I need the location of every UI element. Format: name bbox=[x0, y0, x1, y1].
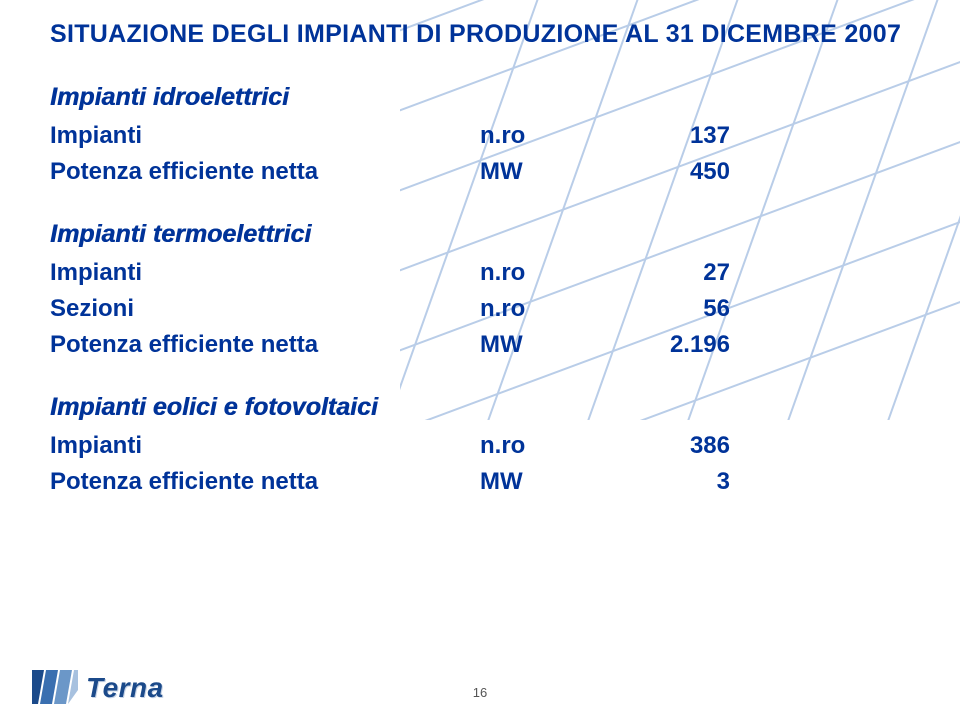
row-label: Impianti bbox=[50, 122, 480, 150]
data-row: Impiantin.ro137 bbox=[50, 122, 910, 150]
section: Impianti idroelettrici Impiantin.ro137 Pot… bbox=[50, 83, 910, 186]
terna-logo-text: Terna bbox=[86, 672, 164, 704]
section: Impianti eolici e fotovoltaici Impiantin.… bbox=[50, 393, 910, 496]
terna-logo: Terna bbox=[32, 670, 164, 704]
page-number: 16 bbox=[473, 685, 487, 700]
data-row: Potenza efficiente nettaMW450 bbox=[50, 158, 910, 186]
footer: Terna 16 bbox=[32, 670, 928, 704]
row-label: Potenza efficiente netta bbox=[50, 158, 480, 186]
data-row: Impiantin.ro386 bbox=[50, 432, 910, 460]
row-value: 2.196 bbox=[620, 331, 730, 359]
row-unit: MW bbox=[480, 158, 620, 186]
row-value: 386 bbox=[620, 432, 730, 460]
data-row: Potenza efficiente nettaMW2.196 bbox=[50, 331, 910, 359]
row-value: 3 bbox=[620, 468, 730, 496]
row-unit: n.ro bbox=[480, 432, 620, 460]
section: Impianti termoelettrici Impiantin.ro27 Sez… bbox=[50, 220, 910, 359]
row-value: 56 bbox=[620, 295, 730, 323]
row-unit: n.ro bbox=[480, 295, 620, 323]
row-label: Impianti bbox=[50, 259, 480, 287]
row-label: Sezioni bbox=[50, 295, 480, 323]
data-row: Impiantin.ro27 bbox=[50, 259, 910, 287]
section-header: Impianti eolici e fotovoltaici bbox=[50, 393, 910, 422]
data-row: Sezionin.ro56 bbox=[50, 295, 910, 323]
row-value: 27 bbox=[620, 259, 730, 287]
row-unit: n.ro bbox=[480, 122, 620, 150]
section-header: Impianti termoelettrici bbox=[50, 220, 910, 249]
row-value: 450 bbox=[620, 158, 730, 186]
slide-content: SITUAZIONE DEGLI IMPIANTI DI PRODUZIONE … bbox=[0, 0, 960, 718]
terna-logo-mark bbox=[32, 670, 78, 704]
row-unit: MW bbox=[480, 468, 620, 496]
section-header: Impianti idroelettrici bbox=[50, 83, 910, 112]
row-label: Impianti bbox=[50, 432, 480, 460]
row-label: Potenza efficiente netta bbox=[50, 331, 480, 359]
sections-host: Impianti idroelettriciImpiantin.ro137Pot… bbox=[50, 83, 910, 496]
row-unit: MW bbox=[480, 331, 620, 359]
row-unit: n.ro bbox=[480, 259, 620, 287]
row-label: Potenza efficiente netta bbox=[50, 468, 480, 496]
row-value: 137 bbox=[620, 122, 730, 150]
page-title: SITUAZIONE DEGLI IMPIANTI DI PRODUZIONE … bbox=[50, 20, 910, 49]
data-row: Potenza efficiente nettaMW3 bbox=[50, 468, 910, 496]
